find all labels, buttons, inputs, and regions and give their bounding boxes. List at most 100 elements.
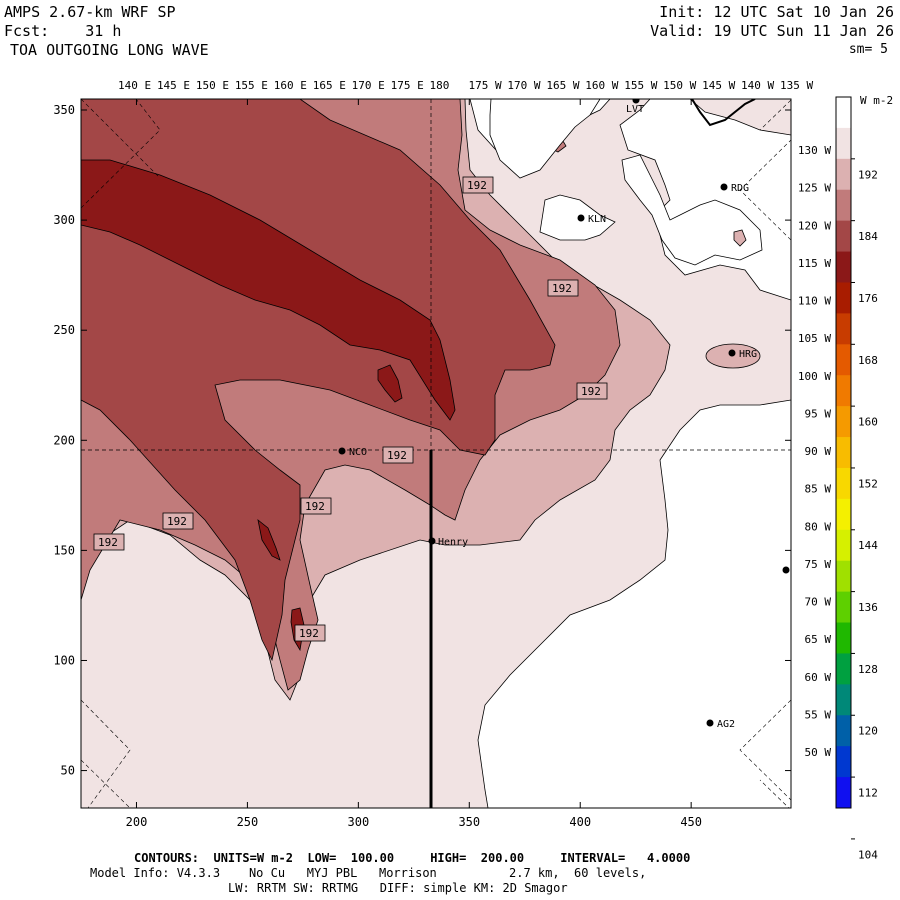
colorbar-swatch bbox=[836, 220, 851, 253]
contour-label: 192 bbox=[167, 515, 187, 528]
longitude-label: 175 E bbox=[391, 79, 424, 92]
latitude-label: 130 W bbox=[798, 144, 831, 157]
model-info: Model Info: V4.3.3 No Cu MYJ PBL Morriso… bbox=[90, 866, 647, 880]
longitude-label: 150 E bbox=[196, 79, 229, 92]
contour-labels: 192 192 192 192 192 192 192 192 bbox=[93, 176, 608, 642]
latitude-label: 60 W bbox=[805, 671, 832, 684]
plot-frame bbox=[80, 98, 792, 809]
colorbar-swatch bbox=[836, 158, 851, 191]
y-tick-label: 350 bbox=[53, 103, 75, 117]
station-dot-nco bbox=[338, 447, 346, 455]
y-tick-label: 250 bbox=[53, 323, 75, 337]
colorbar-swatch bbox=[836, 313, 851, 345]
x-tick-label: 450 bbox=[680, 815, 702, 829]
contour-field bbox=[81, 99, 791, 808]
colorbar-swatch bbox=[836, 591, 851, 624]
contour-label: 192 bbox=[387, 449, 407, 462]
latitude-label: 50 W bbox=[805, 746, 832, 759]
station-dot-lvt bbox=[632, 99, 640, 104]
station-dot-henry bbox=[428, 537, 436, 545]
latitude-label: 55 W bbox=[805, 708, 832, 721]
colorbar-label: 144 bbox=[858, 539, 878, 552]
contour-info: CONTOURS: UNITS=W m-2 LOW= 100.00 HIGH= … bbox=[134, 851, 691, 865]
longitude-label: 165 W bbox=[546, 79, 579, 92]
colorbar-swatch bbox=[836, 653, 851, 685]
colorbar-swatch bbox=[836, 777, 851, 809]
axis-ticks bbox=[81, 99, 791, 808]
longitude-label: 150 W bbox=[663, 79, 696, 92]
forecast-hour: Fcst: 31 h bbox=[4, 22, 122, 40]
contour-island bbox=[733, 229, 747, 247]
contour-label: 192 bbox=[98, 536, 118, 549]
contour-label: 192 bbox=[305, 500, 325, 513]
model-title: AMPS 2.67-km WRF SP bbox=[4, 3, 176, 21]
station-dot-rdg bbox=[720, 183, 728, 191]
latitude-label: 85 W bbox=[805, 483, 832, 496]
projection-corner bbox=[81, 99, 791, 808]
colorbar-swatch bbox=[836, 684, 851, 716]
contour-label: 192 bbox=[581, 385, 601, 398]
init-time: Init: 12 UTC Sat 10 Jan 26 bbox=[659, 3, 894, 21]
station-label: Henry bbox=[438, 537, 468, 548]
clear-area bbox=[539, 194, 616, 241]
colorbar-swatch bbox=[836, 97, 851, 129]
longitude-label: 135 W bbox=[780, 79, 813, 92]
colorbar-label: 136 bbox=[858, 601, 878, 614]
colorbar-swatch bbox=[836, 344, 851, 376]
colorbar-label: 112 bbox=[858, 787, 878, 800]
colorbar-swatch bbox=[836, 715, 851, 747]
y-tick-label: 150 bbox=[53, 543, 75, 557]
coastline bbox=[691, 99, 756, 127]
longitude-label: 140 W bbox=[741, 79, 774, 92]
x-tick-label: 350 bbox=[458, 815, 480, 829]
contour-band-180 bbox=[81, 159, 456, 421]
latitude-label: 95 W bbox=[805, 407, 832, 420]
longitude-label: 140 E bbox=[118, 79, 151, 92]
station-dot-edge bbox=[782, 566, 790, 574]
latitude-label: 115 W bbox=[798, 257, 831, 270]
y-tick-label: 100 bbox=[53, 653, 75, 667]
colorbar-swatch bbox=[836, 437, 851, 469]
y-axis-labels: 350 300 250 200 150 100 50 bbox=[53, 103, 75, 778]
x-tick-label: 250 bbox=[237, 815, 259, 829]
valid-time: Valid: 19 UTC Sun 11 Jan 26 bbox=[650, 22, 894, 40]
colorbar-swatch bbox=[836, 282, 851, 314]
longitude-label: 160 W bbox=[585, 79, 618, 92]
colorbar-label: 152 bbox=[858, 477, 878, 490]
y-tick-label: 200 bbox=[53, 433, 75, 447]
x-tick-label: 400 bbox=[569, 815, 591, 829]
station-label: KLN bbox=[588, 214, 606, 225]
colorbar-label: 184 bbox=[858, 230, 878, 243]
colorbar-swatch bbox=[836, 498, 851, 531]
contour-island bbox=[257, 519, 281, 561]
colorbar-frame bbox=[835, 96, 852, 809]
colorbar-label: 176 bbox=[858, 292, 878, 305]
latitude-label: 70 W bbox=[805, 596, 832, 609]
colorbar-swatch bbox=[836, 375, 851, 407]
smoothing-label: sm= 5 bbox=[848, 42, 888, 57]
clear-area bbox=[621, 154, 763, 266]
colorbar-units: W m-2 bbox=[860, 94, 893, 107]
station-label: AG2 bbox=[717, 719, 735, 730]
latitude-label: 100 W bbox=[798, 370, 831, 383]
longitude-label: 170 E bbox=[352, 79, 385, 92]
latitude-label: 65 W bbox=[805, 633, 832, 646]
station-label: RDG bbox=[731, 183, 749, 194]
colorbar-swatch bbox=[836, 467, 851, 500]
station-label: HRG bbox=[739, 349, 757, 360]
latitude-labels: 130 W 125 W 120 W 115 W 110 W 105 W 100 W 95 W 9… bbox=[798, 144, 831, 759]
longitude-label: 145 E bbox=[157, 79, 190, 92]
latitude-label: 110 W bbox=[798, 295, 831, 308]
station-dot-hrg bbox=[728, 349, 736, 357]
colorbar-swatch bbox=[836, 746, 851, 778]
physics-info: LW: RRTM SW: RRTMG DIFF: simple KM: 2D S… bbox=[228, 881, 568, 895]
longitude-label: 145 W bbox=[702, 79, 735, 92]
y-tick-label: 50 bbox=[61, 764, 75, 778]
latitude-label: 125 W bbox=[798, 182, 831, 195]
contour-label: 192 bbox=[552, 282, 572, 295]
longitude-label: 155 E bbox=[235, 79, 268, 92]
longitude-label: 155 W bbox=[624, 79, 657, 92]
colorbar-swatch bbox=[836, 560, 851, 593]
longitude-label: 180 bbox=[430, 79, 450, 92]
